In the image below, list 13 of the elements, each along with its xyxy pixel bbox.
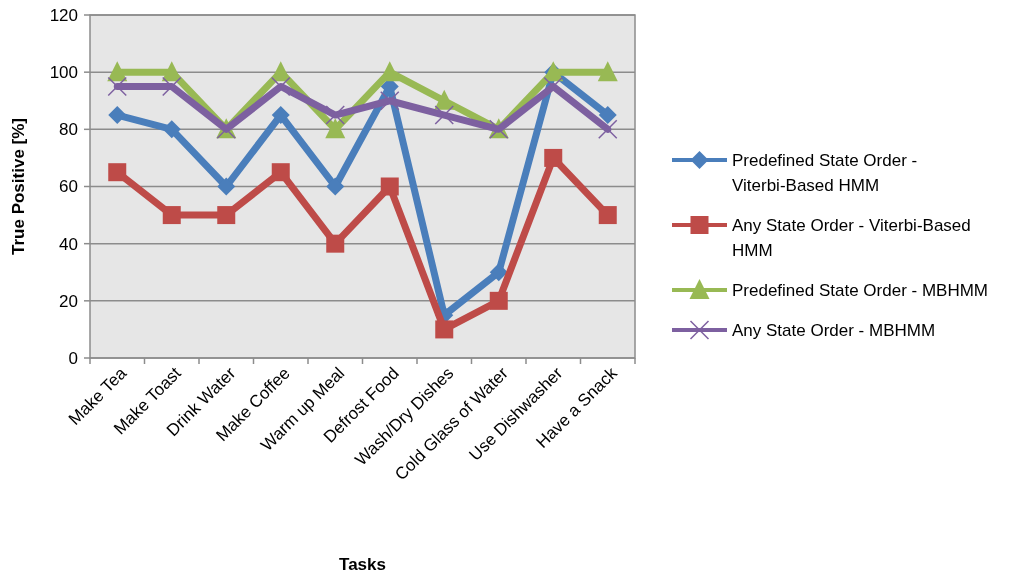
y-axis-title: True Positive [%] — [9, 118, 28, 255]
y-tick-label: 120 — [49, 5, 78, 25]
y-tick-label: 100 — [49, 63, 78, 83]
legend-label: Any State Order - Viterbi-Based HMM — [732, 215, 971, 260]
legend-label: Predefined State Order - MBHMM — [732, 280, 989, 300]
y-tick-label: 0 — [68, 348, 78, 368]
y-tick-label: 40 — [59, 234, 78, 254]
y-tick-label: 80 — [59, 120, 78, 140]
y-tick-label: 60 — [59, 177, 78, 197]
legend-label: Predefined State Order - Viterbi-Based HMM — [732, 150, 918, 195]
legend-label: Any State Order - MBHMM — [732, 320, 936, 340]
y-tick-label: 20 — [59, 291, 78, 311]
x-axis-title: Tasks — [339, 555, 386, 574]
